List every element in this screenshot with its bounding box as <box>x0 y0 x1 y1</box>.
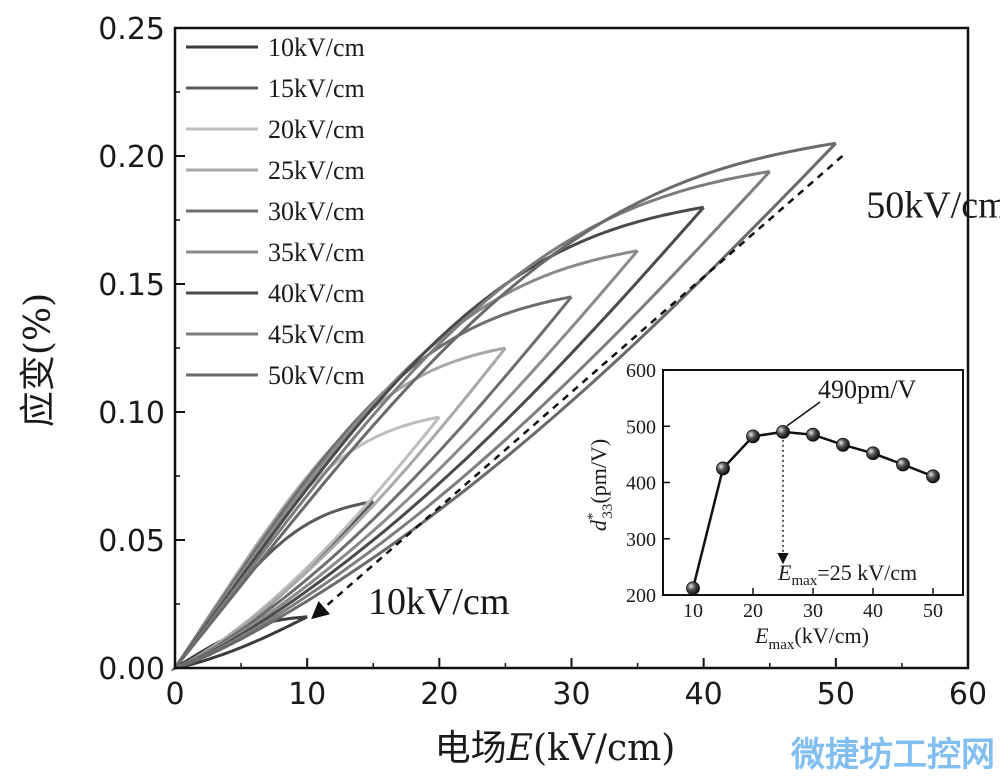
peak-label: 490pm/V <box>818 375 916 404</box>
y-tick-label: 0.15 <box>98 268 165 303</box>
x-tick-label: 60 <box>949 677 987 712</box>
inset-x-tick-label: 50 <box>923 600 943 622</box>
legend-label: 50kV/cm <box>268 361 365 390</box>
x-axis-title-prefix: 电场 <box>435 728 507 769</box>
x-tick-label: 50 <box>817 677 855 712</box>
inset-x-title-main: E <box>754 623 769 648</box>
inset-y-tick-label: 500 <box>626 416 656 438</box>
inset-point <box>926 469 940 484</box>
inset-point <box>776 424 790 439</box>
legend-label: 25kV/cm <box>268 156 365 185</box>
inset-axes: 10 20 30 40 50 200 300 400 500 600 <box>626 360 943 622</box>
legend-label: 20kV/cm <box>268 115 365 144</box>
inset-y-tick-label: 400 <box>626 473 656 495</box>
x-axis-title-unit: (kV/cm) <box>533 728 675 769</box>
inset-y-title: d*33(pm/V) <box>585 439 616 531</box>
inset-point <box>836 437 850 452</box>
inset-x-title-unit: (kV/cm) <box>794 623 869 648</box>
y-tick-label: 0.25 <box>98 12 165 47</box>
inset-y-tick-label: 600 <box>626 360 656 382</box>
inset-point <box>896 457 910 472</box>
y-tick-label: 0.00 <box>98 652 165 687</box>
inset-point <box>746 429 760 444</box>
inset-y-title-main: d <box>586 519 611 531</box>
inset-y-tick-label: 300 <box>626 529 656 551</box>
annotation-50kv: 50kV/cm <box>866 184 1000 226</box>
marker-label-value: =25 kV/cm <box>817 560 917 585</box>
inset-x-tick-label: 20 <box>743 600 763 622</box>
x-tick-label: 10 <box>288 677 326 712</box>
y-tick-label: 0.10 <box>98 396 165 431</box>
legend-label: 10kV/cm <box>268 33 365 62</box>
y-tick-label: 0.20 <box>98 140 165 175</box>
legend-label: 45kV/cm <box>268 320 365 349</box>
inset-y-title-sup: * <box>585 513 601 521</box>
inset-x-title-sub: max <box>769 637 795 653</box>
annotation-10kv: 10kV/cm <box>368 581 509 623</box>
x-axis-title-var: E <box>506 728 533 769</box>
inset-y-tick-label: 200 <box>626 585 656 607</box>
peak-pointer <box>786 401 821 427</box>
legend-label: 15kV/cm <box>268 74 365 103</box>
inset-x-tick-label: 30 <box>803 600 823 622</box>
legend-label: 35kV/cm <box>268 238 365 267</box>
inset-frame <box>662 369 964 596</box>
inset-x-tick-label: 40 <box>863 600 883 622</box>
inset-y-title-unit: (pm/V) <box>586 439 611 504</box>
inset-point <box>806 427 820 442</box>
inset-points <box>686 424 940 596</box>
main-axes: 0 10 20 30 40 50 60 0.00 0.05 0.10 0.15 0.20 0.25 <box>98 12 987 712</box>
inset-y-title-sub: 33 <box>600 504 616 519</box>
inset-point <box>716 461 730 476</box>
inset-point <box>866 446 880 461</box>
x-tick-label: 40 <box>685 677 723 712</box>
y-tick-label: 0.05 <box>98 524 165 559</box>
legend-label: 40kV/cm <box>268 279 365 308</box>
x-tick-label: 30 <box>552 677 590 712</box>
marker-label: Emax=25 kV/cm <box>777 560 917 589</box>
marker-label-sub: max <box>791 573 817 589</box>
inset-x-title: Emax(kV/cm) <box>754 623 869 653</box>
x-tick-label: 20 <box>420 677 458 712</box>
marker-label-main: E <box>777 560 792 585</box>
x-axis-title: 电场E(kV/cm) <box>435 728 676 769</box>
watermark: 微捷坊工控网 <box>790 735 995 775</box>
x-tick-label: 0 <box>165 677 184 712</box>
inset-point <box>686 581 700 596</box>
legend-label: 30kV/cm <box>268 197 365 226</box>
inset-x-tick-label: 10 <box>683 600 703 622</box>
legend: 10kV/cm 15kV/cm 20kV/cm 25kV/cm 30kV/cm 35kV/… <box>186 33 365 390</box>
y-axis-title: 应变(%) <box>18 293 59 427</box>
